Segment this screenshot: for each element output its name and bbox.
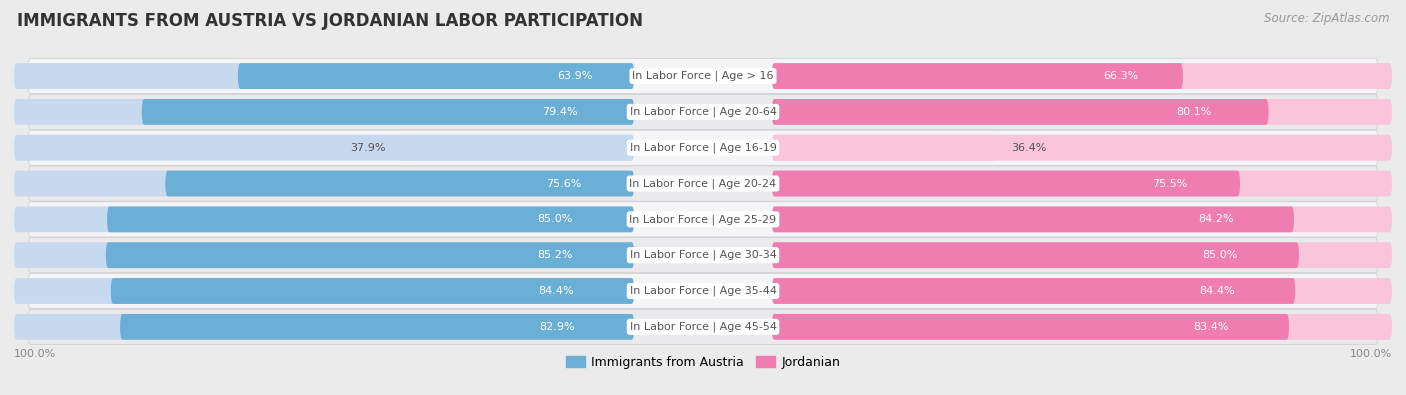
FancyBboxPatch shape — [14, 314, 634, 340]
FancyBboxPatch shape — [772, 314, 1289, 340]
Text: In Labor Force | Age 35-44: In Labor Force | Age 35-44 — [630, 286, 776, 296]
FancyBboxPatch shape — [111, 278, 634, 304]
FancyBboxPatch shape — [772, 207, 1392, 232]
FancyBboxPatch shape — [14, 99, 634, 125]
FancyBboxPatch shape — [772, 63, 1392, 89]
FancyBboxPatch shape — [107, 207, 634, 232]
FancyBboxPatch shape — [14, 278, 634, 304]
FancyBboxPatch shape — [14, 171, 634, 196]
Text: In Labor Force | Age 30-34: In Labor Force | Age 30-34 — [630, 250, 776, 260]
FancyBboxPatch shape — [772, 63, 1182, 89]
FancyBboxPatch shape — [772, 99, 1268, 125]
Text: 79.4%: 79.4% — [543, 107, 578, 117]
Text: In Labor Force | Age 20-24: In Labor Force | Age 20-24 — [630, 178, 776, 189]
FancyBboxPatch shape — [772, 278, 1392, 304]
FancyBboxPatch shape — [238, 63, 634, 89]
FancyBboxPatch shape — [105, 242, 634, 268]
FancyBboxPatch shape — [14, 63, 634, 89]
FancyBboxPatch shape — [772, 278, 1295, 304]
Text: 66.3%: 66.3% — [1104, 71, 1139, 81]
Text: 85.2%: 85.2% — [537, 250, 572, 260]
FancyBboxPatch shape — [28, 202, 1378, 237]
Text: 85.0%: 85.0% — [1202, 250, 1237, 260]
Text: 80.1%: 80.1% — [1177, 107, 1212, 117]
Text: 85.0%: 85.0% — [537, 214, 572, 224]
FancyBboxPatch shape — [28, 273, 1378, 308]
FancyBboxPatch shape — [28, 58, 1378, 94]
Text: Source: ZipAtlas.com: Source: ZipAtlas.com — [1264, 12, 1389, 25]
FancyBboxPatch shape — [772, 171, 1392, 196]
FancyBboxPatch shape — [120, 314, 634, 340]
Legend: Immigrants from Austria, Jordanian: Immigrants from Austria, Jordanian — [561, 351, 845, 374]
Text: 100.0%: 100.0% — [1350, 349, 1392, 359]
Text: 100.0%: 100.0% — [14, 349, 56, 359]
Text: In Labor Force | Age > 16: In Labor Force | Age > 16 — [633, 71, 773, 81]
Text: 63.9%: 63.9% — [557, 71, 592, 81]
FancyBboxPatch shape — [399, 135, 634, 161]
Text: 84.2%: 84.2% — [1198, 214, 1233, 224]
Text: 75.5%: 75.5% — [1152, 179, 1188, 188]
Text: 84.4%: 84.4% — [1199, 286, 1234, 296]
Text: IMMIGRANTS FROM AUSTRIA VS JORDANIAN LABOR PARTICIPATION: IMMIGRANTS FROM AUSTRIA VS JORDANIAN LAB… — [17, 12, 643, 30]
FancyBboxPatch shape — [772, 99, 1392, 125]
FancyBboxPatch shape — [772, 171, 1240, 196]
Text: 37.9%: 37.9% — [350, 143, 385, 153]
Text: In Labor Force | Age 25-29: In Labor Force | Age 25-29 — [630, 214, 776, 225]
FancyBboxPatch shape — [772, 207, 1294, 232]
Text: 36.4%: 36.4% — [1011, 143, 1046, 153]
Text: In Labor Force | Age 20-64: In Labor Force | Age 20-64 — [630, 107, 776, 117]
Text: 83.4%: 83.4% — [1194, 322, 1229, 332]
FancyBboxPatch shape — [28, 238, 1378, 273]
Text: 84.4%: 84.4% — [538, 286, 574, 296]
FancyBboxPatch shape — [772, 314, 1392, 340]
FancyBboxPatch shape — [142, 99, 634, 125]
FancyBboxPatch shape — [14, 242, 634, 268]
Text: In Labor Force | Age 16-19: In Labor Force | Age 16-19 — [630, 143, 776, 153]
FancyBboxPatch shape — [14, 207, 634, 232]
FancyBboxPatch shape — [28, 94, 1378, 130]
FancyBboxPatch shape — [28, 166, 1378, 201]
FancyBboxPatch shape — [772, 135, 998, 161]
FancyBboxPatch shape — [772, 135, 1392, 161]
FancyBboxPatch shape — [772, 242, 1392, 268]
FancyBboxPatch shape — [14, 135, 634, 161]
FancyBboxPatch shape — [772, 242, 1299, 268]
Text: 82.9%: 82.9% — [538, 322, 575, 332]
Text: 75.6%: 75.6% — [546, 179, 582, 188]
FancyBboxPatch shape — [28, 130, 1378, 165]
Text: In Labor Force | Age 45-54: In Labor Force | Age 45-54 — [630, 322, 776, 332]
FancyBboxPatch shape — [28, 309, 1378, 344]
FancyBboxPatch shape — [166, 171, 634, 196]
